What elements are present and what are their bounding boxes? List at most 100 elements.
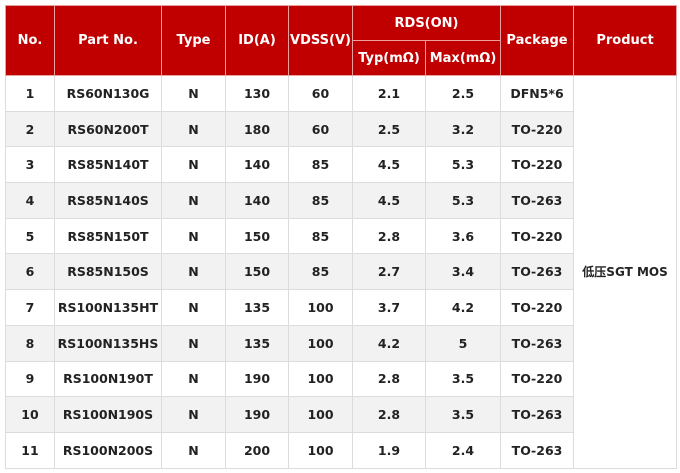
cell-max: 3.5 [424, 396, 502, 433]
cell-vdss: 85 [288, 217, 353, 255]
cell-vdss: 60 [288, 110, 353, 148]
cell-vdss: 100 [288, 396, 353, 433]
cell-part: RS100N135HT [54, 289, 162, 326]
cell-package: TO-263 [500, 324, 575, 362]
cell-no: 9 [5, 360, 55, 398]
cell-type: N [161, 360, 226, 398]
header-vdss: VDSS(V) [288, 5, 353, 76]
cell-part: RS85N140S [54, 182, 162, 219]
cell-max: 5 [424, 324, 502, 362]
cell-id: 190 [225, 396, 289, 433]
cell-id: 180 [225, 110, 289, 148]
cell-typ: 2.8 [352, 396, 426, 433]
header-no: No. [5, 5, 55, 76]
header-product: Product [573, 5, 678, 76]
cell-type: N [161, 217, 226, 255]
cell-part: RS100N200S [54, 431, 162, 469]
cell-typ: 4.2 [352, 324, 426, 362]
cell-type: N [161, 289, 226, 326]
cell-no: 2 [5, 110, 55, 148]
cell-vdss: 85 [288, 253, 353, 291]
cell-no: 7 [5, 289, 55, 326]
cell-package: TO-220 [500, 360, 575, 398]
cell-no: 8 [5, 324, 55, 362]
cell-vdss: 100 [288, 431, 353, 469]
cell-part: RS60N130G [54, 75, 162, 112]
cell-id: 130 [225, 75, 289, 112]
cell-package: TO-220 [500, 289, 575, 326]
cell-no: 6 [5, 253, 55, 291]
table-body: 1 RS60N130G N 130 60 2.1 2.5 DFN5*6 低压SGT MOS 2 RS… [5, 75, 678, 469]
cell-max: 2.4 [424, 431, 502, 469]
cell-id: 150 [225, 253, 289, 291]
cell-typ: 4.5 [352, 146, 426, 184]
cell-vdss: 100 [288, 324, 353, 362]
cell-type: N [161, 110, 226, 148]
header-part-no: Part No. [54, 5, 162, 76]
cell-package: TO-263 [500, 431, 575, 469]
cell-vdss: 100 [288, 360, 353, 398]
cell-part: RS100N135HS [54, 324, 162, 362]
mosfet-spec-table: No. Part No. Type ID(A) VDSS(V) RDS(ON) … [5, 5, 678, 469]
cell-part: RS85N140T [54, 146, 162, 184]
cell-package: TO-220 [500, 146, 575, 184]
cell-vdss: 60 [288, 75, 353, 112]
cell-id: 140 [225, 182, 289, 219]
cell-no: 4 [5, 182, 55, 219]
header-typ: Typ(mΩ) [352, 40, 426, 76]
cell-no: 3 [5, 146, 55, 184]
cell-part: RS85N150T [54, 217, 162, 255]
header-id: ID(A) [225, 5, 289, 76]
cell-part: RS85N150S [54, 253, 162, 291]
cell-id: 135 [225, 289, 289, 326]
cell-max: 5.3 [424, 182, 502, 219]
cell-typ: 2.5 [352, 110, 426, 148]
cell-id: 135 [225, 324, 289, 362]
cell-max: 2.5 [424, 75, 502, 112]
cell-package: TO-220 [500, 217, 575, 255]
cell-id: 190 [225, 360, 289, 398]
cell-type: N [161, 75, 226, 112]
cell-max: 3.2 [424, 110, 502, 148]
cell-vdss: 100 [288, 289, 353, 326]
cell-id: 140 [225, 146, 289, 184]
cell-vdss: 85 [288, 182, 353, 219]
cell-no: 1 [5, 75, 55, 112]
cell-id: 150 [225, 217, 289, 255]
cell-type: N [161, 146, 226, 184]
cell-max: 5.3 [424, 146, 502, 184]
table-row: 11 RS100N200S N 200 100 1.9 2.4 TO-263 [5, 431, 677, 469]
table-row: 7 RS100N135HT N 135 100 3.7 4.2 TO-220 [5, 289, 677, 326]
header-rds-on: RDS(ON) [351, 5, 502, 41]
table-row: 2 RS60N200T N 180 60 2.5 3.2 TO-220 [5, 110, 677, 148]
cell-part: RS100N190T [54, 360, 162, 398]
cell-typ: 2.8 [352, 217, 426, 255]
cell-typ: 4.5 [352, 182, 426, 219]
cell-part: RS100N190S [54, 396, 162, 433]
header-package: Package [500, 5, 575, 76]
cell-package: TO-263 [500, 182, 575, 219]
cell-max: 3.5 [424, 360, 502, 398]
cell-package: TO-263 [500, 253, 575, 291]
cell-max: 3.4 [424, 253, 502, 291]
cell-typ: 1.9 [352, 431, 426, 469]
table-row: 9 RS100N190T N 190 100 2.8 3.5 TO-220 [5, 360, 677, 398]
cell-no: 5 [5, 217, 55, 255]
cell-typ: 2.7 [352, 253, 426, 291]
table-row: 8 RS100N135HS N 135 100 4.2 5 TO-263 [5, 324, 677, 362]
table-row: 5 RS85N150T N 150 85 2.8 3.6 TO-220 [5, 217, 677, 255]
header-type: Type [161, 5, 226, 76]
cell-package: DFN5*6 [500, 75, 575, 112]
cell-product: 低压SGT MOS [573, 75, 678, 469]
cell-id: 200 [225, 431, 289, 469]
cell-typ: 3.7 [352, 289, 426, 326]
cell-no: 11 [5, 431, 55, 469]
cell-type: N [161, 253, 226, 291]
table-row: 3 RS85N140T N 140 85 4.5 5.3 TO-220 [5, 146, 677, 184]
cell-type: N [161, 431, 226, 469]
cell-no: 10 [5, 396, 55, 433]
table-row: 4 RS85N140S N 140 85 4.5 5.3 TO-263 [5, 182, 677, 219]
cell-part: RS60N200T [54, 110, 162, 148]
cell-type: N [161, 396, 226, 433]
cell-typ: 2.1 [352, 75, 426, 112]
